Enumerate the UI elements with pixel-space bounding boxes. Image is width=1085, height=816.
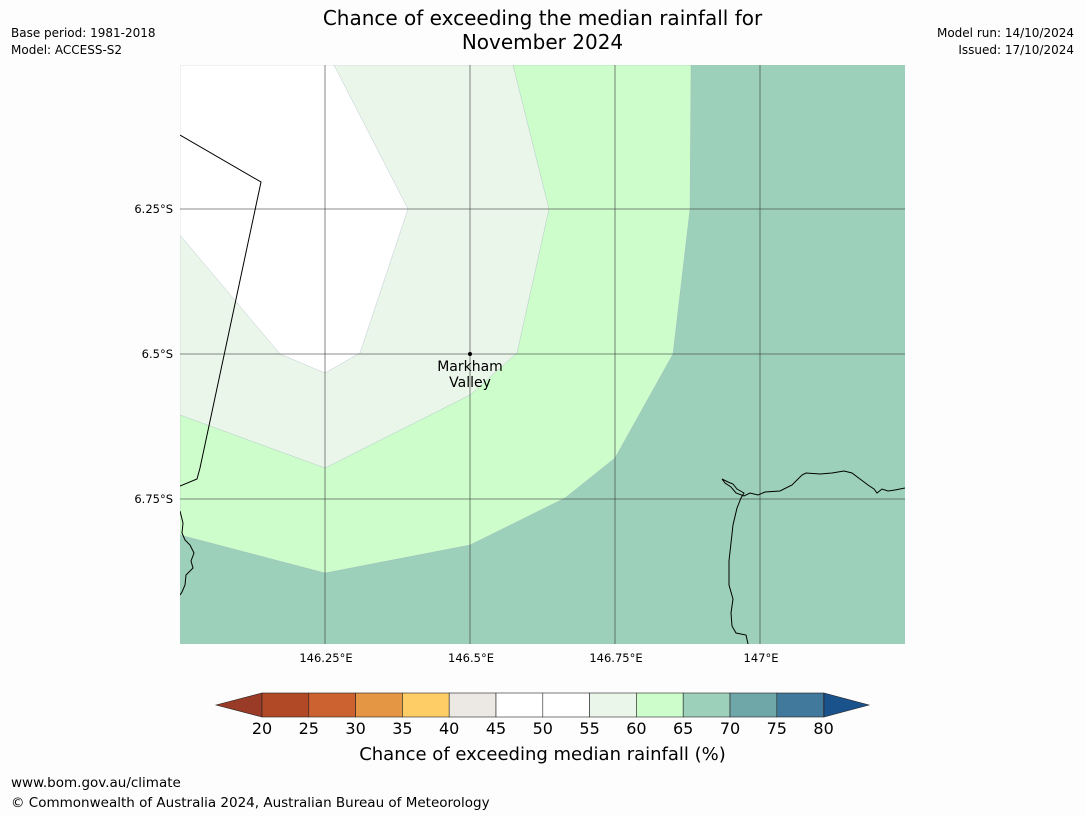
colorbar-segment	[729, 692, 778, 718]
colorbar-tick-label: 75	[766, 719, 787, 738]
lon-label-146-5: 146.5°E	[448, 651, 494, 665]
colorbar-segment	[776, 692, 824, 718]
lon-label-147: 147°E	[743, 651, 779, 665]
colorbar-tick-label: 20	[251, 719, 273, 738]
colorbar-segment	[261, 692, 310, 718]
meta-left: Base period: 1981-2018 Model: ACCESS-S2	[11, 25, 156, 59]
lon-label-146-25: 146.25°E	[299, 651, 353, 665]
coastline-west	[180, 510, 195, 596]
issued-date: Issued: 17/10/2024	[958, 43, 1074, 57]
colorbar-segment	[542, 692, 590, 718]
place-label-line2: Valley	[449, 375, 491, 391]
meta-right: Model run: 14/10/2024 Issued: 17/10/2024	[937, 25, 1074, 59]
colorbar-tick-label: 50	[532, 719, 553, 738]
colorbar-label: Chance of exceeding median rainfall (%)	[359, 744, 726, 765]
lon-label-146-75: 146.75°E	[589, 651, 643, 665]
colorbar-tick-label: 70	[719, 719, 741, 738]
coastline-east	[721, 470, 905, 644]
map-title-line1: Chance of exceeding the median rainfall …	[322, 6, 763, 30]
colorbar-under-triangle	[214, 692, 263, 718]
colorbar	[214, 692, 871, 718]
place-label-line1: Markham	[437, 359, 503, 375]
model-name: Model: ACCESS-S2	[11, 43, 123, 57]
colorbar-segment	[636, 692, 684, 718]
markham-valley-marker	[468, 352, 472, 356]
lat-label-6-5: 6.5°S	[141, 347, 173, 361]
colorbar-tick-label: 65	[673, 719, 694, 738]
colorbar-tick-label: 60	[626, 719, 647, 738]
colorbar-segment	[682, 692, 731, 718]
colorbar-tick-label: 40	[439, 719, 460, 738]
colorbar-over-triangle	[823, 692, 871, 718]
footer-copyright: © Commonwealth of Australia 2024, Austra…	[11, 795, 490, 811]
colorbar-tick-label: 25	[298, 719, 319, 738]
lat-label-6-75: 6.75°S	[134, 492, 173, 506]
map-panel	[180, 65, 905, 644]
lat-label-6-25: 6.25°S	[134, 202, 173, 216]
colorbar-tick-label: 35	[392, 719, 413, 738]
model-run: Model run: 14/10/2024	[936, 26, 1074, 40]
colorbar-segment	[495, 692, 544, 718]
province-boundary	[180, 134, 262, 487]
map-title: Chance of exceeding the median rainfall …	[0, 6, 1085, 54]
footer-website: www.bom.gov.au/climate	[11, 775, 181, 791]
colorbar-tick-label: 45	[485, 719, 507, 738]
colorbar-segment	[308, 692, 356, 718]
place-label: Markham Valley	[425, 359, 515, 391]
colorbar-tick-label: 55	[579, 719, 600, 738]
colorbar-segment	[448, 692, 497, 718]
colorbar-tick-label: 30	[345, 719, 366, 738]
colorbar-tick-label: 80	[813, 719, 834, 738]
colorbar-segment	[589, 692, 637, 718]
base-period: Base period: 1981-2018	[11, 26, 156, 40]
colorbar-segment	[355, 692, 403, 718]
map-title-line2: November 2024	[461, 30, 624, 54]
colorbar-segment	[402, 692, 450, 718]
